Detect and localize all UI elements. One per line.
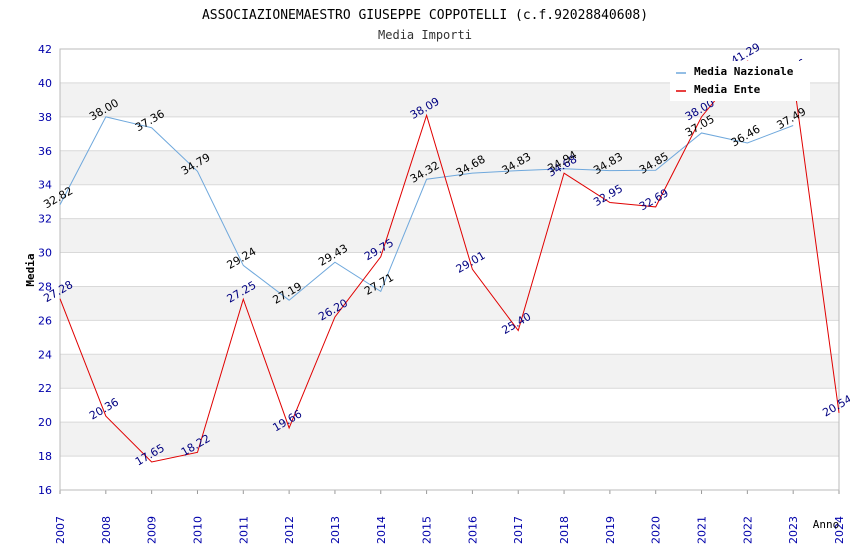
legend-label-media-nazionale: Media Nazionale [694,65,794,78]
x-tick-label: 2017 [512,516,525,544]
y-tick-label: 28 [38,280,52,293]
chart-title: ASSOCIAZIONEMAESTRO GIUSEPPE COPPOTELLI … [202,8,648,23]
x-tick-label: 2020 [650,516,663,544]
x-tick-label: 2022 [741,516,754,544]
x-tick-label: 2012 [283,516,296,544]
y-axis-ticks: 16 18 20 22 24 26 28 30 32 34 36 38 40 42 [38,43,52,497]
plot-area-border [59,48,840,491]
series-line-media-nazionale [59,116,794,301]
y-tick-label: 34 [38,179,52,192]
y-tick-label: 18 [38,450,52,463]
x-axis-ticks: 2007 2008 2009 2010 2011 2012 2013 2014 2015 2016… [54,516,846,544]
x-tick-label: 2009 [146,516,159,544]
x-tick-label: 2024 [833,516,846,544]
x-tick-label: 2013 [329,516,342,544]
series-line-media-ente [59,60,840,463]
x-axis-label: Anno [813,518,840,531]
series-lines [59,60,840,463]
y-tick-label: 38 [38,111,52,124]
y-tick-label: 20 [38,416,52,429]
x-tick-label: 2021 [696,516,709,544]
y-tick-label: 40 [38,77,52,90]
grid [59,48,840,494]
y-tick-label: 26 [38,314,52,327]
y-tick-label: 24 [38,348,52,361]
legend: Media Nazionale Media Ente [670,61,810,101]
grid-band [60,422,839,457]
legend-box [670,61,810,101]
data-label: 32.69 [637,186,671,213]
x-tick-label: 2015 [421,516,434,544]
chart-subtitle: Media Importi [378,28,472,42]
data-label: 20.36 [87,396,121,423]
x-tick-label: 2023 [787,516,800,544]
y-tick-label: 30 [38,247,52,260]
x-tick-label: 2014 [375,516,388,544]
data-label: 32.95 [591,182,625,209]
y-tick-label: 22 [38,382,52,395]
y-tick-label: 36 [38,145,52,158]
x-tick-label: 2010 [191,516,204,544]
y-tick-label: 32 [38,213,52,226]
grid-band [60,354,839,389]
data-label: 36.46 [729,122,763,149]
y-tick-label: 42 [38,43,52,56]
grid-band [60,218,839,253]
legend-label-media-ente: Media Ente [694,83,761,96]
data-label: 20.54 [820,392,850,419]
x-tick-label: 2018 [558,516,571,544]
x-tick-label: 2011 [237,516,250,544]
x-tick-label: 2008 [100,516,113,544]
x-tick-label: 2007 [54,516,67,544]
y-tick-label: 16 [38,484,52,497]
y-axis-label: Media [24,253,37,286]
x-tick-label: 2019 [604,516,617,544]
grid-band [60,150,839,185]
grid-band [60,286,839,321]
x-tick-label: 2016 [466,516,479,544]
